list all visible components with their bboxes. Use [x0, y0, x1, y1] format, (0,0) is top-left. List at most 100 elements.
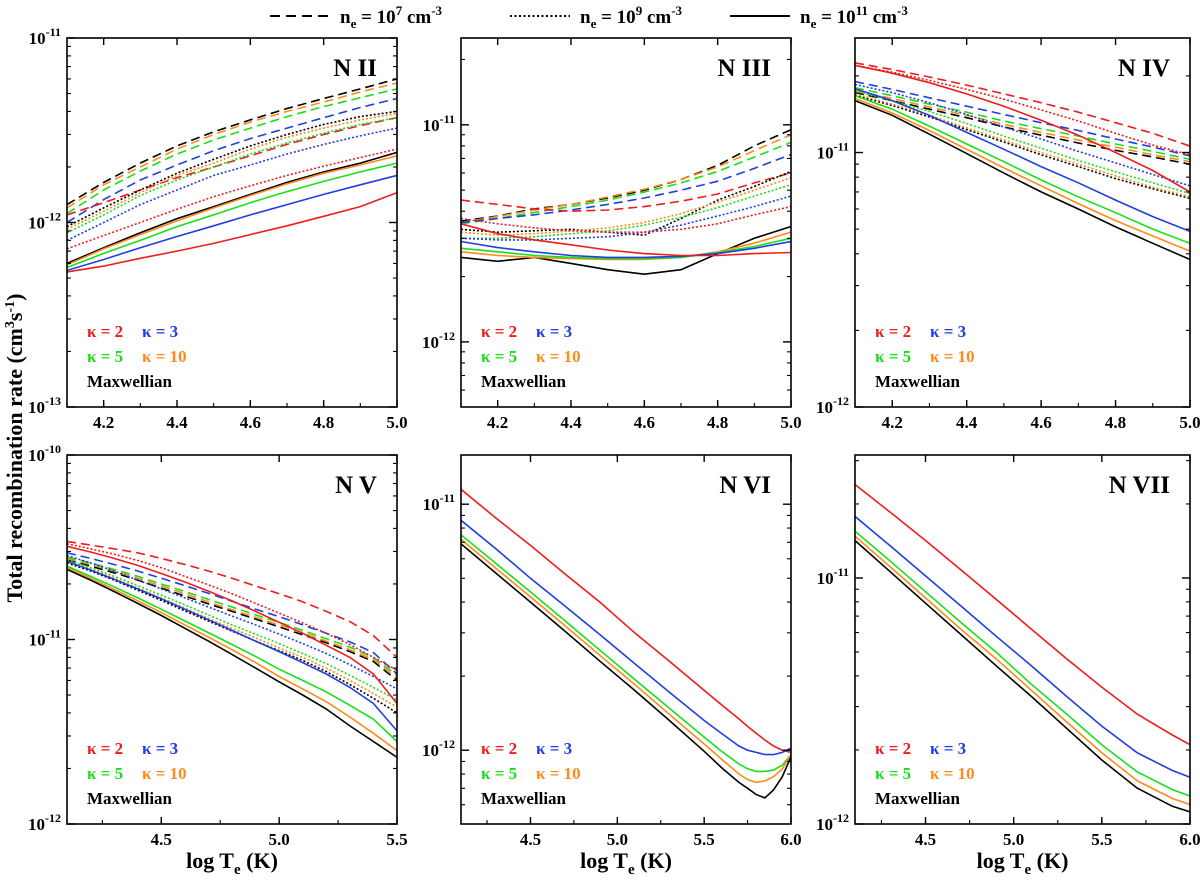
series-line-Maxwellian-1e7 [461, 128, 791, 222]
panel-n-v: 4.5 5.0 5.5 10-10 10-11 10-12 N V κ = 2 κ = 3 κ =… [28, 442, 408, 878]
series-line-Maxwellian-1e9 [67, 110, 397, 228]
series-line-kappa5-1e7 [67, 556, 397, 676]
kappa-legend-label: Maxwellian [87, 789, 173, 808]
series-line-Maxwellian-1e11 [855, 539, 1190, 813]
x-tick-label: 4.8 [707, 413, 728, 432]
kappa-legend-label: Maxwellian [87, 372, 173, 391]
kappa-legend-label: κ = 5 [481, 347, 517, 366]
y-tick-label: 10-11 [817, 140, 849, 163]
series-line-Maxwellian-1e7 [855, 91, 1190, 165]
series-line-kappa3-1e9 [67, 554, 397, 690]
x-tick-label: 4.6 [240, 413, 261, 432]
kappa-legend-label: Maxwellian [481, 372, 567, 391]
panel-title: N III [718, 55, 772, 82]
series-line-kappa5-1e11 [67, 162, 397, 269]
y-tick-label: 10-10 [28, 442, 61, 465]
y-tick-label: 10-12 [28, 811, 61, 834]
x-tick-label: 5.5 [1091, 830, 1112, 849]
y-tick-label: 10-12 [816, 811, 849, 834]
series-line-kappa5-1e7 [67, 88, 397, 215]
series-line-kappa2-1e11 [855, 64, 1190, 193]
x-tick-label: 5.0 [780, 413, 801, 432]
y-tick-label: 10-11 [423, 491, 455, 514]
series-line-kappa2-1e11 [67, 545, 397, 704]
y-tick-label: 10-11 [29, 25, 61, 48]
kappa-legend-label: κ = 2 [481, 322, 517, 341]
kappa-legend-label: κ = 10 [536, 764, 581, 783]
legend-item-ne9: ne = 109 cm-3 [510, 3, 683, 31]
series-line-Maxwellian-1e11 [67, 568, 397, 758]
y-tick-label: 10-13 [28, 394, 61, 417]
series-line-kappa5-1e9 [855, 90, 1190, 195]
legend-label-ne11: ne = 1011 cm-3 [800, 3, 908, 31]
density-legend: ne = 107 cm-3 ne = 109 cm-3 ne = 1011 cm… [270, 3, 908, 31]
legend-label-ne7: ne = 107 cm-3 [340, 3, 443, 31]
series-line-kappa10-1e11 [67, 155, 397, 266]
series-line-kappa3-1e9 [461, 195, 791, 241]
kappa-legend-label: κ = 5 [875, 347, 911, 366]
series-line-kappa10-1e7 [67, 82, 397, 209]
series-line-Maxwellian-1e11 [855, 99, 1190, 261]
series-line-kappa10-1e11 [855, 535, 1190, 806]
series-line-kappa5-1e11 [461, 534, 791, 773]
x-tick-label: 4.8 [313, 413, 334, 432]
panel-n-vi: 4.5 5.0 5.5 6.0 10-11 10-12 N VI κ = 2 κ = 3 κ = … [422, 454, 802, 878]
y-axis-title: Total recombination rate (cm3s-1) [2, 294, 27, 603]
x-tick-label: 4.2 [487, 413, 508, 432]
kappa-legend-label: κ = 2 [875, 739, 911, 758]
series-line-Maxwellian-1e11 [67, 151, 397, 265]
series-line-kappa5-1e11 [461, 237, 791, 260]
series-line-Maxwellian-1e9 [855, 94, 1190, 200]
y-tick-label: 10-11 [29, 627, 61, 650]
series-line-kappa10-1e7 [461, 134, 791, 224]
x-axis-title: log Te (K) [186, 848, 278, 878]
series-line-kappa5-1e11 [855, 530, 1190, 797]
panel-title: N VII [1109, 472, 1170, 499]
series-line-kappa3-1e11 [461, 240, 791, 259]
series-line-Maxwellian-1e7 [67, 78, 397, 206]
panel-n-vii: 4.5 5.0 5.5 6.0 10-11 10-12 N VII κ = 2 κ = 3 κ =… [816, 454, 1200, 878]
kappa-legend-label: κ = 5 [87, 347, 123, 366]
series-group [461, 488, 791, 799]
series-line-kappa5-1e9 [67, 559, 397, 701]
legend-item-ne7: ne = 107 cm-3 [270, 3, 443, 31]
kappa-legend-label: κ = 3 [930, 322, 966, 341]
x-tick-label: 4.8 [1105, 413, 1126, 432]
kappa-legend-label: κ = 3 [142, 739, 178, 758]
series-group [67, 78, 397, 273]
series-line-kappa5-1e9 [67, 116, 397, 234]
series-line-kappa5-1e11 [855, 95, 1190, 245]
kappa-legend-label: Maxwellian [875, 789, 961, 808]
series-line-kappa2-1e9 [67, 148, 397, 250]
series-line-kappa10-1e7 [855, 89, 1190, 163]
plot-frame [854, 37, 1191, 408]
plot-frame [854, 454, 1191, 825]
x-tick-label: 5.0 [386, 413, 407, 432]
kappa-legend-label: κ = 5 [87, 764, 123, 783]
panel-n-ii: 4.2 4.4 4.6 4.8 5.0 10-11 10-12 10-13 N II κ = 2 κ… [28, 25, 408, 432]
series-line-kappa2-1e7 [67, 116, 397, 216]
legend-item-ne11: ne = 1011 cm-3 [730, 3, 908, 31]
kappa-legend-label: κ = 3 [536, 322, 572, 341]
series-line-kappa2-1e11 [67, 191, 397, 273]
kappa-legend-label: κ = 2 [875, 322, 911, 341]
x-tick-label: 5.0 [607, 830, 628, 849]
y-tick-label: 10-12 [816, 394, 849, 417]
y-tick-label: 10-12 [28, 210, 61, 233]
series-line-kappa10-1e11 [461, 538, 791, 784]
series-line-kappa10-1e7 [67, 557, 397, 679]
panel-title: N V [335, 472, 377, 499]
panel-title: N II [333, 55, 377, 82]
series-line-Maxwellian-1e9 [67, 562, 397, 714]
series-line-kappa5-1e7 [461, 141, 791, 225]
kappa-legend-label: κ = 10 [930, 347, 975, 366]
series-line-kappa2-1e11 [461, 488, 791, 754]
series-line-kappa2-1e9 [67, 543, 397, 672]
panel-n-iv: 4.2 4.4 4.6 4.8 5.0 10-11 10-12 N IV κ = 2 κ = 3 κ… [816, 37, 1200, 432]
series-line-Maxwellian-1e7 [67, 559, 397, 682]
series-line-kappa5-1e11 [67, 565, 397, 743]
kappa-legend-label: κ = 2 [87, 322, 123, 341]
kappa-legend-label: Maxwellian [481, 789, 567, 808]
x-tick-label: 4.5 [151, 830, 172, 849]
